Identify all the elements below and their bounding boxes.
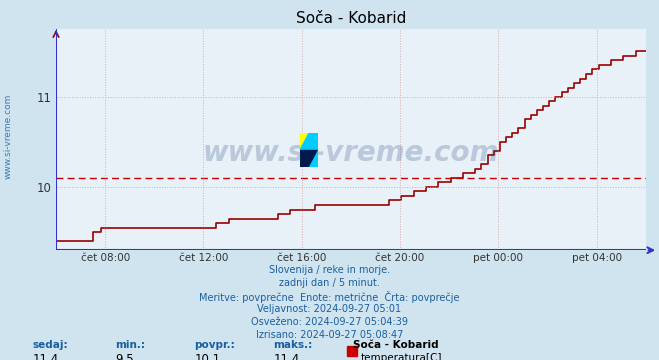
Text: 9,5: 9,5 [115,353,134,360]
Text: Osveženo: 2024-09-27 05:04:39: Osveženo: 2024-09-27 05:04:39 [251,317,408,327]
Text: Izrisano: 2024-09-27 05:08:47: Izrisano: 2024-09-27 05:08:47 [256,330,403,340]
Polygon shape [309,150,318,167]
Bar [309,133,318,150]
Text: www.si-vreme.com: www.si-vreme.com [3,94,13,180]
Text: 11,4: 11,4 [273,353,300,360]
Bar [309,150,318,167]
Title: Soča - Kobarid: Soča - Kobarid [296,11,406,26]
Polygon shape [300,150,318,167]
Text: maks.:: maks.: [273,340,313,350]
Text: Veljavnost: 2024-09-27 05:01: Veljavnost: 2024-09-27 05:01 [258,304,401,314]
Bar [300,133,309,150]
Text: Soča - Kobarid: Soča - Kobarid [353,340,438,350]
Polygon shape [300,133,309,150]
Polygon shape [300,133,318,150]
Text: sedaj:: sedaj: [33,340,69,350]
Text: min.:: min.: [115,340,146,350]
Text: 10,1: 10,1 [194,353,221,360]
Text: www.si-vreme.com: www.si-vreme.com [203,139,499,167]
Text: temperatura[C]: temperatura[C] [360,353,442,360]
Text: Meritve: povprečne  Enote: metrične  Črta: povprečje: Meritve: povprečne Enote: metrične Črta:… [199,291,460,303]
Text: Slovenija / reke in morje.: Slovenija / reke in morje. [269,265,390,275]
Text: povpr.:: povpr.: [194,340,235,350]
Bar [300,150,309,167]
Text: 11,4: 11,4 [33,353,59,360]
Text: zadnji dan / 5 minut.: zadnji dan / 5 minut. [279,278,380,288]
